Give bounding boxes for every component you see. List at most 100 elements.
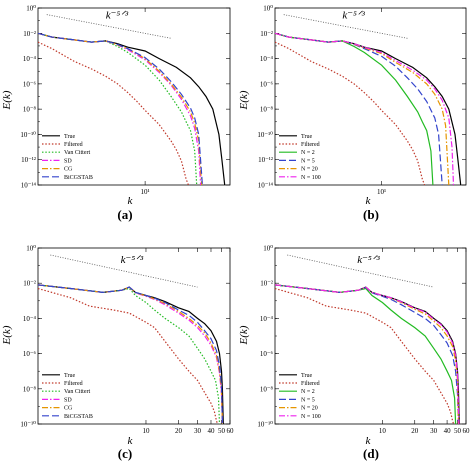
y-axis-label: E(k) bbox=[238, 90, 250, 110]
slope-annotation: k⁻⁵ᐟ³ bbox=[121, 254, 144, 266]
series-line-filtered bbox=[275, 287, 455, 424]
y-tick-label: 10⁻² bbox=[260, 280, 273, 288]
y-tick-label: 10⁻⁶ bbox=[23, 80, 37, 88]
legend: True Filtered N = 2 N = 5 N = 20 N = 100 bbox=[279, 134, 321, 181]
y-tick-label: 10⁻⁸ bbox=[260, 106, 274, 114]
y-axis-label: E(k) bbox=[1, 325, 13, 345]
y-tick-label: 10⁻² bbox=[23, 280, 36, 288]
y-tick-label: 10⁻⁴ bbox=[23, 55, 37, 63]
panel-caption: (c) bbox=[118, 446, 132, 461]
chart-panel-2: 10⁰ 10⁻² 10⁻⁴ 10⁻⁶ 10⁻⁸ 10⁻¹⁰ 10⁻¹² 10⁻¹⁴ 10¹ k⁻⁵… bbox=[238, 5, 467, 222]
series-line-bicgstab bbox=[38, 32, 203, 185]
slope-annotation: k⁻⁵ᐟ³ bbox=[342, 9, 365, 21]
x-tick-label: 30 bbox=[430, 427, 438, 435]
legend-label: Filtered bbox=[301, 142, 320, 148]
legend-label: N = 5 bbox=[301, 397, 315, 403]
legend: True Filtered Van Cittert SD CG BiCGSTAB bbox=[42, 373, 93, 420]
legend-label: N = 2 bbox=[301, 389, 315, 395]
y-tick-label: 10⁻¹² bbox=[21, 156, 36, 164]
legend-label: BiCGSTAB bbox=[64, 175, 93, 181]
legend-label: BiCGSTAB bbox=[64, 414, 93, 420]
x-axis-label: k bbox=[128, 435, 134, 447]
chart-panel-3: 10⁰ 10⁻² 10⁻⁴ 10⁻⁶ 10⁻⁸ 10⁻¹⁰ 10 20 30 40 50 60 k⁻⁵ᐟ… bbox=[1, 245, 234, 462]
x-tick-label: 10 bbox=[142, 427, 150, 435]
x-tick-label: 50 bbox=[218, 427, 226, 435]
y-tick-label: 10⁻⁶ bbox=[23, 350, 37, 358]
legend-label: CG bbox=[64, 406, 73, 412]
legend: True Filtered Van Cittert SD CG BiCGSTAB bbox=[42, 134, 93, 181]
x-tick-label: 30 bbox=[194, 427, 202, 435]
legend-label: Filtered bbox=[64, 142, 83, 148]
legend-label: Filtered bbox=[301, 381, 320, 387]
legend-label: SD bbox=[64, 158, 72, 164]
series-line-n-100 bbox=[275, 284, 460, 424]
legend-label: True bbox=[301, 134, 312, 140]
reference-slope-line bbox=[46, 14, 172, 39]
x-axis-label: k bbox=[366, 435, 372, 447]
y-tick-label: 10⁻⁸ bbox=[23, 385, 37, 393]
series-line-bicgstab bbox=[38, 284, 223, 424]
legend-label: Filtered bbox=[64, 381, 83, 387]
y-tick-label: 10⁻¹⁴ bbox=[21, 182, 37, 190]
y-tick-label: 10⁰ bbox=[263, 245, 273, 253]
panel-caption: (b) bbox=[363, 207, 379, 222]
y-tick-label: 10⁰ bbox=[26, 5, 36, 13]
x-tick-label: 10¹ bbox=[141, 188, 150, 196]
y-tick-label: 10⁻⁴ bbox=[260, 55, 274, 63]
series-line-filtered bbox=[275, 41, 426, 185]
x-tick-label: 20 bbox=[411, 427, 419, 435]
series-line-n-100 bbox=[275, 32, 455, 185]
x-tick-label: 20 bbox=[175, 427, 183, 435]
x-tick-label: 50 bbox=[454, 427, 462, 435]
y-tick-label: 10⁻⁶ bbox=[260, 80, 274, 88]
legend-label: CG bbox=[64, 167, 73, 173]
series-line-sd bbox=[38, 32, 202, 185]
x-tick-label: 60 bbox=[463, 427, 471, 435]
series-line-van-cittert bbox=[38, 284, 221, 424]
x-tick-label: 10¹ bbox=[377, 188, 386, 196]
legend-label: Van Cittert bbox=[64, 389, 90, 395]
x-tick-label: 40 bbox=[444, 427, 452, 435]
y-tick-label: 10⁻⁴ bbox=[260, 315, 274, 323]
legend-label: True bbox=[64, 373, 75, 379]
reference-slope-line bbox=[283, 14, 408, 39]
reference-slope-line bbox=[50, 254, 198, 288]
legend-label: N = 5 bbox=[301, 158, 315, 164]
legend-label: True bbox=[301, 373, 312, 379]
panel-caption: (d) bbox=[363, 446, 379, 461]
panel-caption: (a) bbox=[117, 207, 132, 222]
slope-annotation: k⁻⁵ᐟ³ bbox=[106, 9, 129, 21]
y-tick-label: 10⁻⁶ bbox=[260, 350, 274, 358]
series-line-filtered bbox=[38, 287, 219, 424]
legend-label: N = 100 bbox=[301, 414, 321, 420]
slope-annotation: k⁻⁵ᐟ³ bbox=[357, 254, 380, 266]
series-line-van-cittert bbox=[38, 32, 198, 185]
y-tick-label: 10⁰ bbox=[26, 245, 36, 253]
y-tick-label: 10⁻⁸ bbox=[260, 385, 274, 393]
series-line-filtered bbox=[38, 41, 189, 185]
legend-label: SD bbox=[64, 397, 72, 403]
y-tick-label: 10⁻² bbox=[260, 30, 273, 38]
y-tick-label: 10⁰ bbox=[263, 5, 273, 13]
legend-label: True bbox=[64, 134, 75, 140]
x-tick-label: 40 bbox=[207, 427, 215, 435]
legend: True Filtered N = 2 N = 5 N = 20 N = 100 bbox=[279, 373, 321, 420]
chart-panel-1: 10⁰ 10⁻² 10⁻⁴ 10⁻⁶ 10⁻⁸ 10⁻¹⁰ 10⁻¹² 10⁻¹⁴ 10¹ k⁻⁵… bbox=[1, 5, 231, 222]
x-tick-label: 10 bbox=[379, 427, 387, 435]
series-line-n-2 bbox=[275, 32, 434, 185]
chart-panel-4: 10⁰ 10⁻² 10⁻⁴ 10⁻⁶ 10⁻⁸ 10⁻¹⁰ 10 20 30 40 50 60 k⁻⁵ᐟ… bbox=[238, 245, 470, 462]
y-tick-label: 10⁻¹² bbox=[258, 156, 273, 164]
legend-label: N = 20 bbox=[301, 167, 318, 173]
y-tick-label: 10⁻¹⁴ bbox=[258, 182, 274, 190]
y-tick-label: 10⁻¹⁰ bbox=[20, 131, 36, 139]
x-tick-label: 60 bbox=[227, 427, 235, 435]
y-tick-label: 10⁻¹⁰ bbox=[257, 131, 273, 139]
y-tick-label: 10⁻¹⁰ bbox=[257, 421, 273, 429]
y-axis-label: E(k) bbox=[238, 325, 250, 345]
x-axis-label: k bbox=[366, 195, 372, 207]
legend-label: Van Cittert bbox=[64, 150, 90, 156]
y-tick-label: 10⁻⁸ bbox=[23, 106, 37, 114]
legend-label: N = 2 bbox=[301, 150, 315, 156]
legend-label: N = 100 bbox=[301, 175, 321, 181]
